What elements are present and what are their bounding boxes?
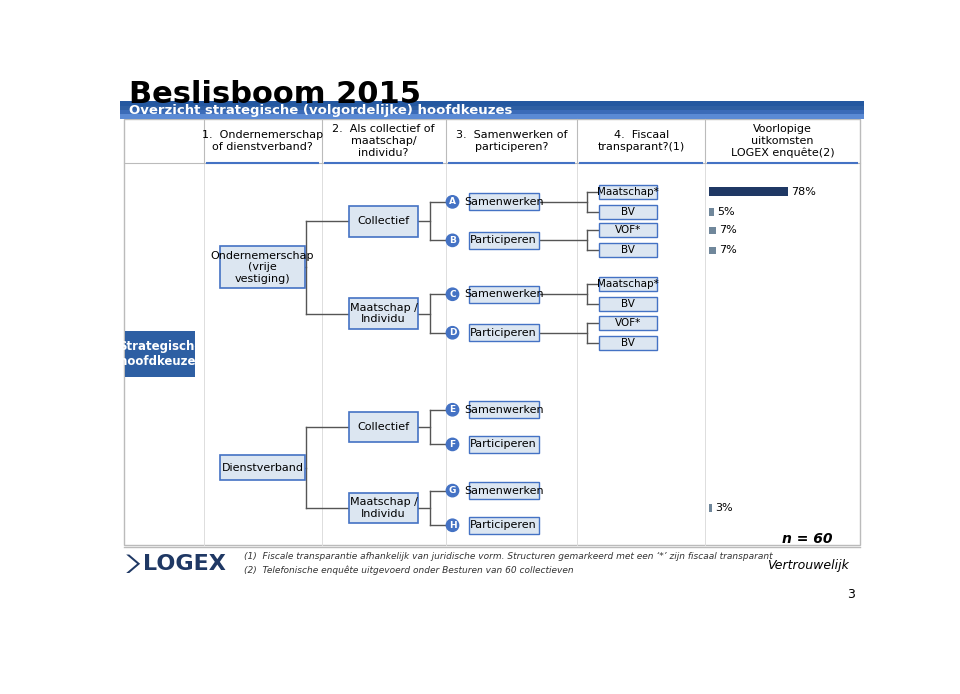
Bar [599, 244, 657, 257]
Text: n = 60: n = 60 [782, 532, 833, 546]
Bar [599, 223, 657, 237]
Bar [599, 316, 657, 330]
Bar [599, 185, 657, 198]
Text: E: E [449, 405, 456, 414]
Text: Participeren: Participeren [470, 520, 537, 530]
Text: Maatschap /
Individu: Maatschap / Individu [349, 497, 418, 518]
Circle shape [446, 234, 459, 246]
Text: (2)  Telefonische enquête uitgevoerd onder Besturen van 60 collectieven: (2) Telefonische enquête uitgevoerd onde… [244, 565, 574, 575]
Text: Participeren: Participeren [470, 328, 537, 338]
Bar [348, 205, 419, 237]
Text: Participeren: Participeren [470, 439, 537, 450]
Circle shape [446, 484, 459, 497]
Bar [709, 246, 716, 254]
Bar [120, 105, 864, 110]
Circle shape [446, 196, 459, 208]
Circle shape [446, 519, 459, 532]
Text: Collectief: Collectief [357, 216, 410, 226]
Text: Samenwerken: Samenwerken [464, 197, 543, 207]
Bar [709, 226, 716, 234]
Text: Voorlopige
uitkomsten
LOGEX enquête(2): Voorlopige uitkomsten LOGEX enquête(2) [731, 124, 834, 158]
Bar [468, 286, 539, 303]
Bar [220, 455, 305, 480]
Text: 1.  Ondernemerschap
of dienstverband?: 1. Ondernemerschap of dienstverband? [202, 130, 324, 152]
Bar [124, 119, 860, 545]
Bar [468, 232, 539, 249]
Bar [348, 298, 419, 329]
Text: Strategische
hoofdkeuzes: Strategische hoofdkeuzes [118, 340, 203, 368]
Text: F: F [449, 440, 456, 449]
Bar [468, 482, 539, 499]
Circle shape [446, 438, 459, 450]
Bar [468, 401, 539, 418]
Text: 3: 3 [847, 588, 854, 601]
Polygon shape [126, 555, 140, 573]
Text: 3.  Samenwerken of
participeren?: 3. Samenwerken of participeren? [456, 130, 567, 152]
Text: Samenwerken: Samenwerken [464, 289, 543, 299]
Bar [348, 412, 419, 443]
Text: BV: BV [621, 207, 635, 217]
Text: BV: BV [621, 338, 635, 348]
Text: Dienstverband: Dienstverband [222, 462, 303, 473]
Text: 5%: 5% [717, 207, 734, 217]
Text: Beslisboom 2015: Beslisboom 2015 [130, 80, 421, 108]
Bar [220, 246, 305, 289]
Bar [468, 324, 539, 341]
Circle shape [446, 288, 459, 301]
Text: LOGEX: LOGEX [143, 554, 227, 574]
Text: 7%: 7% [719, 246, 737, 255]
Text: 7%: 7% [719, 226, 737, 235]
Text: BV: BV [621, 299, 635, 310]
Text: VOF*: VOF* [614, 226, 640, 235]
Bar [120, 110, 864, 115]
Bar [468, 517, 539, 534]
Bar [468, 194, 539, 210]
Text: Samenwerken: Samenwerken [464, 486, 543, 496]
Bar [709, 187, 787, 196]
Text: Participeren: Participeren [470, 235, 537, 246]
Text: BV: BV [621, 246, 635, 255]
Bar [709, 504, 712, 511]
Bar [348, 493, 419, 523]
Text: G: G [448, 486, 456, 495]
Bar [599, 278, 657, 291]
Bar [468, 436, 539, 453]
Text: Maatschap*: Maatschap* [597, 187, 659, 197]
Text: Samenwerken: Samenwerken [464, 405, 543, 415]
Bar [126, 331, 195, 377]
Text: 2.  Als collectief of
maatschap/
individu?: 2. Als collectief of maatschap/ individu… [332, 124, 435, 158]
Text: Ondernemerschap
(vrije
vestiging): Ondernemerschap (vrije vestiging) [211, 251, 314, 284]
Text: Overzicht strategische (volgordelijke) hoofdkeuzes: Overzicht strategische (volgordelijke) h… [130, 103, 513, 117]
Text: 78%: 78% [791, 187, 816, 197]
Text: 3%: 3% [715, 503, 732, 513]
Bar [120, 101, 864, 106]
Circle shape [446, 327, 459, 339]
Bar [120, 102, 864, 119]
Text: Collectief: Collectief [357, 422, 410, 432]
Bar [599, 297, 657, 311]
Text: C: C [449, 290, 456, 298]
Text: B: B [449, 236, 456, 245]
Text: Vertrouwelijk: Vertrouwelijk [767, 559, 849, 572]
Circle shape [446, 404, 459, 416]
Text: VOF*: VOF* [614, 318, 640, 328]
Text: 4.  Fiscaal
transparant?(1): 4. Fiscaal transparant?(1) [597, 130, 684, 152]
Bar [599, 205, 657, 219]
Text: A: A [449, 197, 456, 206]
Bar [599, 336, 657, 350]
Bar [709, 208, 714, 216]
Text: Maatschap /
Individu: Maatschap / Individu [349, 303, 418, 324]
Text: Maatschap*: Maatschap* [597, 279, 659, 289]
Bar [120, 114, 864, 119]
Text: H: H [448, 520, 456, 530]
Text: (1)  Fiscale transparantie afhankelijk van juridische vorm. Structuren gemarkeer: (1) Fiscale transparantie afhankelijk va… [244, 552, 773, 561]
Text: D: D [448, 328, 456, 337]
